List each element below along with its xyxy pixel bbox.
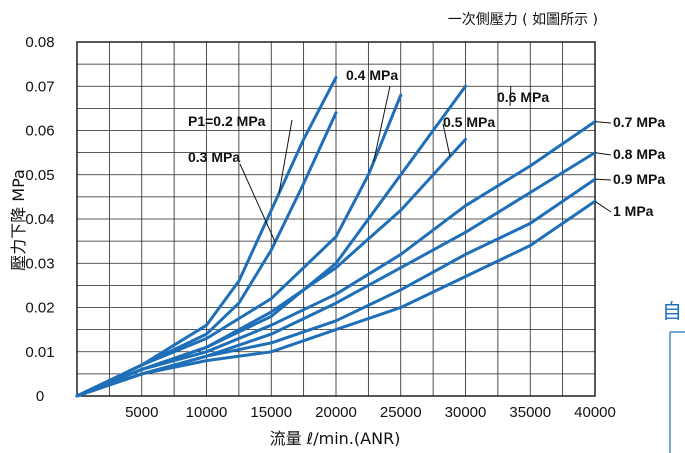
leader-line bbox=[594, 200, 612, 213]
curve-label: P1=0.2 MPa bbox=[188, 113, 266, 129]
y-tick-label: 0.04 bbox=[25, 211, 54, 228]
curve-label: 0.5 MPa bbox=[443, 114, 495, 130]
curve-label: 0.4 MPa bbox=[346, 67, 398, 83]
leader-line bbox=[594, 121, 612, 124]
x-tick-label: 35000 bbox=[509, 404, 551, 421]
curve-label: 0.8 MPa bbox=[613, 146, 665, 162]
series-line bbox=[75, 93, 403, 398]
y-axis-title: 壓力下降 MPa bbox=[9, 169, 28, 271]
series-line bbox=[75, 120, 597, 398]
label-leaders bbox=[239, 85, 612, 243]
x-tick-label: 10000 bbox=[186, 404, 228, 421]
curve-label: 1 MPa bbox=[613, 203, 654, 219]
plot-frame bbox=[76, 41, 596, 397]
y-tick-label: 0.02 bbox=[25, 300, 54, 317]
overlay-partial-frame bbox=[669, 331, 685, 453]
y-tick-label: 0 bbox=[36, 388, 44, 405]
y-tick-label: 0.08 bbox=[25, 34, 54, 51]
series-group bbox=[75, 75, 597, 398]
x-tick-label: 25000 bbox=[380, 404, 422, 421]
x-tick-label: 15000 bbox=[250, 404, 292, 421]
y-tick-label: 0.07 bbox=[25, 78, 54, 95]
y-tick-label: 0.03 bbox=[25, 255, 54, 272]
x-tick-label: 5000 bbox=[125, 404, 158, 421]
leader-line bbox=[442, 123, 451, 157]
x-tick-label: 20000 bbox=[315, 404, 357, 421]
x-tick-label: 30000 bbox=[445, 404, 487, 421]
plot-border bbox=[76, 41, 596, 397]
x-axis-title: 流量 ℓ/min.(ANR) bbox=[270, 429, 401, 448]
curve-label: 0.3 MPa bbox=[188, 149, 240, 165]
series-line bbox=[75, 199, 597, 398]
x-tick-label: 40000 bbox=[574, 404, 616, 421]
y-tick-label: 0.05 bbox=[25, 167, 54, 184]
curve-label: 0.7 MPa bbox=[613, 114, 665, 130]
leader-line bbox=[594, 152, 612, 156]
leader-line bbox=[594, 178, 612, 181]
curve-label: 0.9 MPa bbox=[613, 171, 665, 187]
leader-line bbox=[239, 163, 276, 243]
x-tick-labels: 5000 10000 15000 20000 25000 30000 35000 40000 bbox=[125, 404, 616, 421]
y-tick-label: 0.01 bbox=[25, 344, 54, 361]
leader-line bbox=[278, 119, 293, 194]
y-tick-labels: 0 0.01 0.02 0.03 0.04 0.05 0.06 0.07 0.08 bbox=[25, 34, 54, 405]
overlay-partial-text: 自 bbox=[662, 299, 682, 323]
y-tick-label: 0.06 bbox=[25, 123, 54, 140]
chart-note: 一次側壓力 ( 如圖所示 ) bbox=[448, 12, 598, 28]
leader-line bbox=[373, 85, 391, 163]
curve-label: 0.6 MPa bbox=[497, 89, 549, 105]
leader-line bbox=[509, 86, 512, 107]
